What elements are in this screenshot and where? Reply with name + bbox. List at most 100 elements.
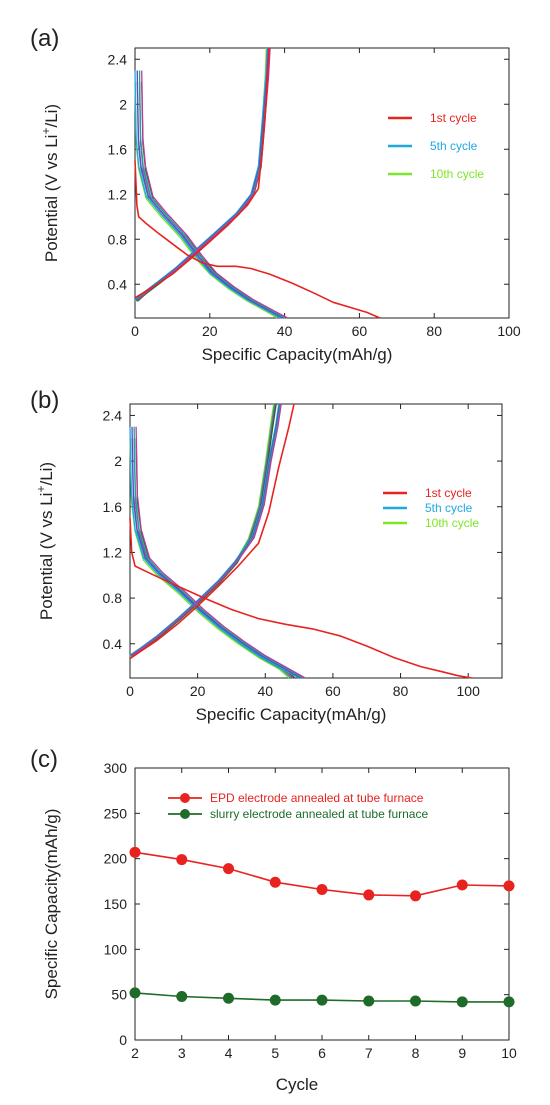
y-tick-label: 150 <box>104 896 128 912</box>
y-tick-label: 2 <box>114 453 122 469</box>
y-tick-label: 1.2 <box>108 186 128 202</box>
x-axis-label: Specific Capacity(mAh/g) <box>202 345 393 364</box>
y-tick-label: 1.6 <box>103 499 123 515</box>
x-axis-label: Specific Capacity(mAh/g) <box>196 705 387 724</box>
legend-label: 5th cycle <box>425 501 473 515</box>
legend-label: slurry electrode annealed at tube furnac… <box>210 807 428 821</box>
chart-panel-0: 0 20 40 60 80 100 0.4 0.8 1.2 1.6 2 2.4 Potential (V… <box>39 47 521 364</box>
x-tick-label: 40 <box>257 683 273 699</box>
data-point-0-2 <box>223 863 234 875</box>
x-tick-label: 100 <box>497 323 521 339</box>
x-tick-label: 4 <box>225 1045 233 1061</box>
curve-1st-cycle-charge <box>134 47 270 299</box>
data-point-0-7 <box>456 879 468 891</box>
plot-frame <box>134 47 510 319</box>
legend-label: 1st cycle <box>430 111 477 125</box>
data-point-1-2 <box>223 992 234 1004</box>
x-tick-label: 6 <box>318 1045 326 1061</box>
curve-5th-cycle-discharge <box>134 70 282 319</box>
y-tick-label: 0.4 <box>108 276 128 292</box>
y-tick-label: 0.8 <box>108 231 128 247</box>
x-tick-label: 80 <box>426 323 442 339</box>
x-tick-label: 2 <box>131 1045 139 1061</box>
x-tick-label: 7 <box>365 1045 373 1061</box>
data-point-0-6 <box>410 890 421 902</box>
y-tick-label: 250 <box>104 805 128 821</box>
x-tick-label: 40 <box>277 323 293 339</box>
x-tick-label: 9 <box>458 1045 466 1061</box>
y-tick-label: 1.2 <box>103 544 123 560</box>
curve-5th-cycle-discharge <box>141 70 288 319</box>
y-tick-label: 200 <box>104 851 128 867</box>
x-tick-label: 60 <box>352 323 368 339</box>
curve-5th-cycle-discharge <box>136 70 284 319</box>
y-tick-label: 0.4 <box>103 636 123 652</box>
y-axis-label-main: Potential (V vs Li <box>37 493 56 621</box>
panel-label: (a) <box>30 25 59 52</box>
legend-marker <box>180 809 190 819</box>
curve-5th-cycle-discharge <box>138 70 286 319</box>
y-tick-label: 2.4 <box>103 407 123 423</box>
legend-label: 10th cycle <box>430 167 484 181</box>
curve-10th-cycle-charge <box>132 403 277 657</box>
panel-label: (b) <box>30 387 59 414</box>
x-tick-label: 100 <box>457 683 481 699</box>
data-point-1-1 <box>176 990 188 1002</box>
x-axis-label: Cycle <box>276 1075 319 1094</box>
chart-panel-1: 0 20 40 60 80 100 0.4 0.8 1.2 1.6 2 2.4 Potential (V… <box>34 403 503 724</box>
curve-5th-cycle-discharge <box>135 426 306 679</box>
data-point-0-3 <box>269 876 281 888</box>
y-axis-label-sup: + <box>34 486 48 493</box>
y-axis-label: Potential (V vs Li+/Li) <box>39 104 61 262</box>
plot-frame <box>129 403 503 679</box>
data-point-0-5 <box>363 889 375 901</box>
curve-5th-cycle-charge <box>132 403 282 656</box>
data-point-0-4 <box>316 883 328 895</box>
x-tick-label: 60 <box>325 683 341 699</box>
x-tick-label: 0 <box>126 683 134 699</box>
legend-label: EPD electrode annealed at tube furnace <box>210 791 424 805</box>
data-point-1-5 <box>363 995 375 1007</box>
curve-1st-cycle-discharge <box>129 518 472 679</box>
panel-label: (c) <box>30 746 58 773</box>
data-point-0-1 <box>176 854 188 866</box>
y-tick-label: 300 <box>104 760 128 776</box>
y-axis-label-end: /Li) <box>42 104 61 128</box>
x-tick-label: 8 <box>412 1045 420 1061</box>
x-tick-label: 0 <box>131 323 139 339</box>
legend-marker <box>180 793 190 803</box>
data-point-0-0 <box>129 846 141 858</box>
y-tick-label: 100 <box>104 941 128 957</box>
data-point-1-8 <box>503 996 515 1008</box>
y-axis-label: Specific Capacity(mAh/g) <box>42 809 61 1000</box>
y-tick-label: 50 <box>111 987 127 1003</box>
y-tick-label: 2 <box>119 96 127 112</box>
legend-label: 1st cycle <box>425 486 472 500</box>
y-axis-label-main: Potential (V vs Li <box>42 135 61 263</box>
y-tick-label: 0 <box>119 1032 127 1048</box>
data-point-0-8 <box>503 880 515 892</box>
curve-5th-cycle-discharge <box>131 426 302 679</box>
x-tick-label: 3 <box>178 1045 186 1061</box>
x-tick-label: 20 <box>202 323 218 339</box>
data-point-1-3 <box>269 994 281 1006</box>
y-tick-label: 0.8 <box>103 590 123 606</box>
curve-1st-cycle-charge <box>129 403 295 660</box>
curve-5th-cycle-discharge <box>129 426 300 679</box>
curve-5th-cycle-discharge <box>133 426 304 679</box>
data-point-1-0 <box>129 987 141 999</box>
legend-label: 10th cycle <box>425 516 479 530</box>
y-tick-label: 2.4 <box>108 51 128 67</box>
legend-label: 5th cycle <box>430 139 478 153</box>
data-point-1-4 <box>316 994 328 1006</box>
y-axis-label-sup: + <box>39 128 53 135</box>
y-axis-label: Potential (V vs Li+/Li) <box>34 462 56 620</box>
x-tick-label: 20 <box>190 683 206 699</box>
data-point-1-7 <box>456 996 468 1008</box>
x-tick-label: 10 <box>501 1045 517 1061</box>
curve-10th-cycle-discharge <box>135 438 296 679</box>
y-axis-label-end: /Li) <box>37 462 56 486</box>
x-tick-label: 80 <box>393 683 409 699</box>
